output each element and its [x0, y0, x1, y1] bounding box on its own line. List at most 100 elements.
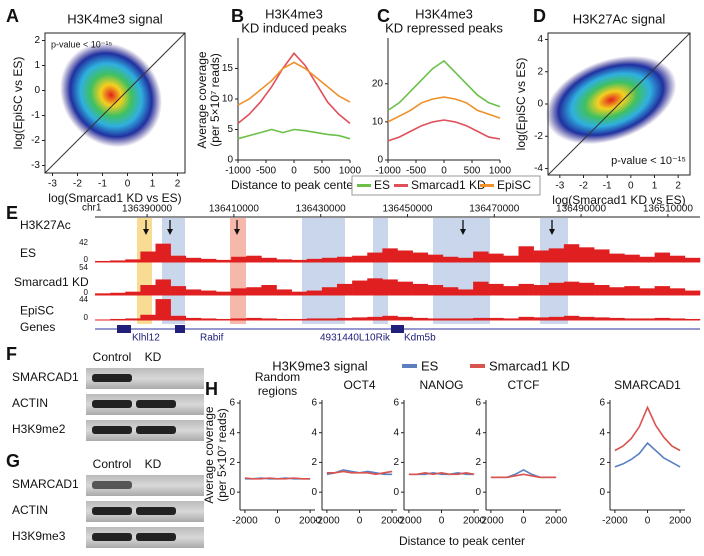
- band: [92, 400, 132, 408]
- coverage-bar: [669, 255, 686, 262]
- coverage-bar: [276, 259, 292, 262]
- chart-title: H3K27Ac signal: [573, 11, 666, 26]
- chart-title: H3K4me3: [415, 6, 473, 21]
- x-tick-label: -2000: [396, 516, 422, 527]
- coverage-bar: [321, 287, 338, 295]
- exon: [175, 325, 185, 333]
- series-line: [614, 405, 681, 452]
- coordinate-label: 136390000: [122, 204, 172, 215]
- genes-label: Genes: [20, 320, 55, 334]
- legend-label: EpiSC: [497, 178, 531, 192]
- coordinate-label: 136410000: [209, 204, 259, 215]
- y-tick-label: 5: [227, 124, 233, 135]
- coverage-bar: [609, 253, 625, 262]
- diagonal: [44, 32, 186, 174]
- band: [136, 533, 176, 541]
- x-tick-label: 2000: [299, 516, 322, 527]
- coverage-bar: [306, 318, 323, 320]
- panel-letter: C: [377, 6, 390, 26]
- coverage-bar: [548, 282, 565, 295]
- coordinate-label: 136490000: [556, 204, 606, 215]
- y-tick-label: 6: [599, 398, 605, 409]
- coverage-bar: [684, 257, 701, 262]
- coverage-bar: [579, 316, 595, 320]
- track-min: 0: [84, 288, 89, 297]
- y-tick-label: 6: [311, 398, 317, 409]
- coverage-bar: [412, 283, 429, 295]
- y-tick-label: 0: [599, 487, 605, 498]
- band: [92, 507, 132, 515]
- coverage-bar: [306, 258, 323, 262]
- y-axis-label: Average coverage: [202, 406, 216, 504]
- coverage-bar: [337, 317, 353, 320]
- legend-label: ES: [374, 178, 390, 192]
- coverage-bar: [397, 316, 413, 320]
- panel-letter: D: [533, 6, 546, 26]
- y-tick-label: 10: [372, 117, 384, 128]
- gene-name: Klhl12: [132, 333, 160, 344]
- coverage-bar: [291, 291, 308, 295]
- highlight-region: [373, 218, 388, 324]
- coverage-bar: [140, 285, 156, 295]
- arrow-head: [143, 229, 149, 235]
- coverage-bar: [397, 250, 413, 262]
- coverage-bar: [412, 252, 429, 262]
- coverage-bar: [548, 248, 565, 262]
- coverage-bar: [458, 289, 474, 295]
- row-label: H3K9me2: [12, 422, 66, 436]
- y-tick-label: -3: [31, 160, 40, 171]
- subplot-title: SMARCAD1: [614, 378, 681, 392]
- x-tick-label: 0: [439, 516, 445, 527]
- x-tick-label: -1000: [225, 166, 251, 177]
- track-max: 54: [79, 263, 88, 272]
- y-tick-label: 0: [475, 487, 481, 498]
- x-tick-label: 2000: [463, 516, 486, 527]
- coverage-bar: [563, 281, 580, 295]
- band: [92, 533, 132, 541]
- coverage-bar: [352, 255, 368, 262]
- series-line: [237, 128, 351, 140]
- chart-title: H3K4me3: [265, 6, 323, 21]
- coverage-bar: [185, 317, 202, 320]
- panel-letter: G: [6, 451, 20, 471]
- annotation: p-value < 10⁻¹⁵: [611, 155, 686, 167]
- chart-title: H3K9me3 signal: [272, 358, 367, 373]
- coverage-bar: [155, 279, 171, 295]
- coverage-bar: [352, 280, 368, 295]
- y-tick-label: -1: [31, 110, 40, 121]
- series-line: [237, 61, 351, 106]
- x-tick-label: -2: [579, 181, 588, 192]
- coverage-bar: [442, 318, 459, 320]
- coverage-bar: [382, 248, 398, 262]
- x-tick-label: -500: [406, 166, 426, 177]
- coverage-bar: [276, 289, 292, 295]
- coverage-bar: [367, 316, 383, 320]
- y-tick-label: 4: [537, 34, 543, 45]
- arrow-head: [234, 229, 240, 235]
- annotation: p-value < 10⁻¹⁵: [51, 39, 113, 49]
- coverage-bar: [155, 299, 171, 320]
- coverage-bar: [110, 318, 126, 320]
- coverage-bar: [125, 318, 141, 320]
- column-label: Control: [93, 350, 132, 364]
- coverage-bar: [397, 281, 413, 295]
- coverage-bar: [291, 318, 308, 320]
- gene-name: Kdm5b: [404, 333, 436, 344]
- y-tick-label: -2: [31, 135, 40, 146]
- coverage-bar: [563, 244, 580, 262]
- band: [136, 426, 176, 434]
- y-tick-label: 4: [475, 427, 481, 438]
- coverage-bar: [352, 317, 368, 320]
- coordinate-label: 136450000: [382, 204, 432, 215]
- coverage-bar: [185, 289, 202, 295]
- coverage-bar: [473, 251, 489, 262]
- coverage-bar: [246, 255, 262, 262]
- coverage-bar: [442, 287, 459, 295]
- x-tick-label: 2000: [545, 516, 568, 527]
- x-tick-label: -3: [555, 181, 564, 192]
- coverage-bar: [246, 287, 262, 295]
- coverage-bar: [110, 260, 126, 262]
- coverage-bar: [140, 251, 156, 262]
- coverage-bar: [367, 278, 383, 295]
